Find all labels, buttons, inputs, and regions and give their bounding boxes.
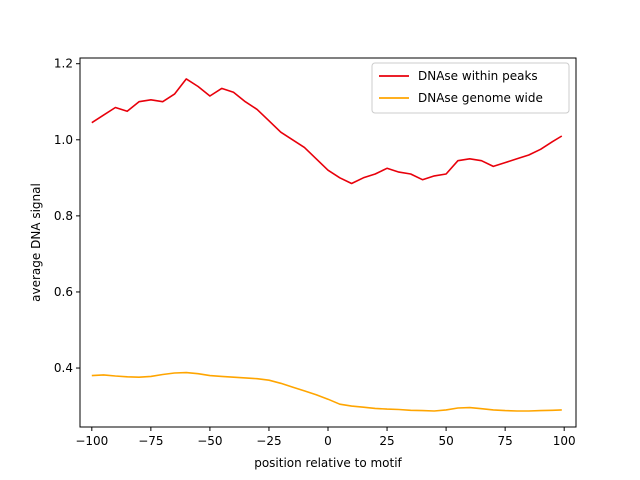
series-line-genome-wide	[91, 371, 562, 412]
legend-label-within-peaks: DNAse within peaks	[418, 69, 538, 83]
y-tick-label: 1.0	[54, 133, 73, 147]
plot-area	[80, 58, 576, 427]
x-tick-label: 75	[498, 434, 513, 448]
legend-label-genome-wide: DNAse genome wide	[418, 91, 543, 105]
x-tick-label: −25	[256, 434, 281, 448]
x-tick-label: −100	[75, 434, 108, 448]
legend-box	[371, 62, 570, 114]
y-tick-label: 0.4	[54, 361, 73, 375]
x-tick-label: 50	[438, 434, 453, 448]
x-tick-label: 0	[324, 434, 332, 448]
series-line-within-peaks	[91, 78, 563, 185]
plot-frame	[79, 57, 577, 428]
legend: DNAse within peaks DNAse genome wide	[371, 62, 570, 114]
x-tick-label: 100	[553, 434, 576, 448]
axes-layer: −100 −75 −50 −25 0 25 50 75 100 0.4 0.6 0.8 1.0 1.2	[54, 57, 576, 448]
y-tick-label: 1.2	[54, 57, 73, 71]
x-tick-label: 25	[379, 434, 394, 448]
x-tick-label: −50	[197, 434, 222, 448]
x-axis-label: position relative to motif	[254, 456, 402, 470]
series-layer	[91, 78, 563, 412]
y-axis-label: average DNA signal	[29, 183, 43, 302]
x-tick-label: −75	[138, 434, 163, 448]
y-tick-label: 0.6	[54, 285, 73, 299]
y-tick-label: 0.8	[54, 209, 73, 223]
